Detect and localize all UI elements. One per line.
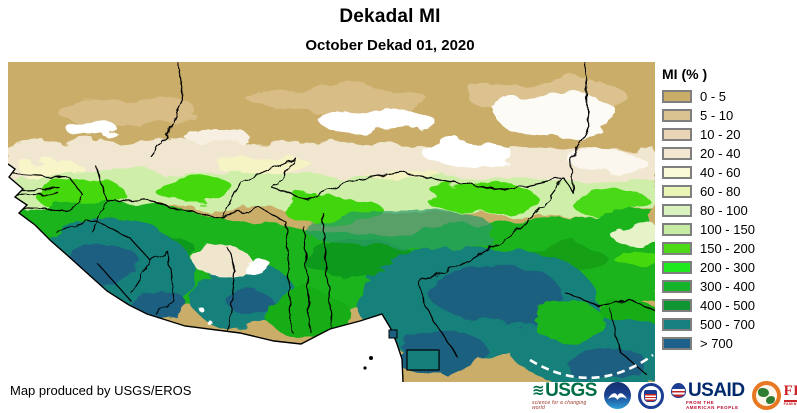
- legend-row: 10 - 20: [662, 125, 794, 144]
- legend-row: 150 - 200: [662, 239, 794, 258]
- legend-label: 40 - 60: [700, 165, 741, 180]
- noaa-seagull-icon: [607, 393, 627, 400]
- government-seal-icon: [637, 382, 664, 409]
- page-title: Dekadal MI: [339, 6, 441, 27]
- principe-island: [369, 356, 373, 360]
- usgs-wave-icon: ≋: [532, 381, 545, 399]
- coastline: [7, 163, 404, 383]
- legend-swatch: [662, 223, 692, 236]
- legend-swatch: [662, 109, 692, 122]
- legend-swatch: [662, 185, 692, 198]
- legend-label: 0 - 5: [700, 89, 727, 104]
- legend-label: 10 - 20: [700, 127, 741, 142]
- country-borders: [8, 62, 655, 375]
- legend-label: > 700: [700, 336, 733, 351]
- legend: MI (% ) 0 - 5 5 - 10 10 - 20 20 - 40 40 - 60…: [662, 66, 794, 353]
- usgs-logo: ≋ USGS science for a changing world: [532, 381, 597, 411]
- usaid-logo-text: USAID: [687, 379, 745, 401]
- legend-swatch: [662, 280, 692, 293]
- usgs-tagline: science for a changing world: [532, 399, 587, 411]
- legend-row: 60 - 80: [662, 182, 794, 201]
- fewsnet-tagline: FAMINE EARLY WARNING SYSTEMS NETWORK: [783, 402, 797, 407]
- legend-swatch: [662, 242, 692, 255]
- page-subtitle: October Dekad 01, 2020: [305, 37, 475, 54]
- legend-items: 0 - 5 5 - 10 10 - 20 20 - 40 40 - 60 60 - 80 8…: [662, 87, 794, 353]
- legend-label: 150 - 200: [700, 241, 755, 256]
- legend-label: 20 - 40: [700, 146, 741, 161]
- bioko-island: [388, 329, 398, 339]
- partner-logos: ≋ USGS science for a changing world USAID…: [532, 379, 797, 412]
- credit-text: Map produced by USGS/EROS: [10, 383, 192, 398]
- fewsnet-globe-icon: [751, 381, 781, 410]
- legend-row: 0 - 5: [662, 87, 794, 106]
- dashed-boundary-arc: [529, 353, 654, 380]
- usaid-tagline: FROM THE AMERICAN PEOPLE: [685, 400, 739, 410]
- legend-swatch: [662, 204, 692, 217]
- legend-row: 5 - 10: [662, 106, 794, 125]
- legend-row: 400 - 500: [662, 296, 794, 315]
- legend-swatch: [662, 90, 692, 103]
- legend-row: 200 - 300: [662, 258, 794, 277]
- equatorial-guinea-border: [406, 349, 440, 371]
- noaa-logo: [603, 382, 631, 409]
- fewsnet-logo-text: FEWS NET: [783, 383, 797, 400]
- legend-label: 500 - 700: [700, 317, 755, 332]
- usaid-logo: USAID FROM THE AMERICAN PEOPLE: [670, 379, 745, 411]
- legend-label: 200 - 300: [700, 260, 755, 275]
- legend-swatch: [662, 299, 692, 312]
- legend-title: MI (% ): [662, 66, 708, 82]
- legend-label: 400 - 500: [700, 298, 755, 313]
- header: Dekadal MI October Dekad 01, 2020: [0, 6, 780, 54]
- legend-swatch: [662, 147, 692, 160]
- legend-label: 5 - 10: [700, 108, 734, 123]
- usgs-logo-text: USGS: [545, 379, 597, 401]
- map-canvas: [7, 62, 655, 383]
- legend-swatch: [662, 128, 692, 141]
- legend-row: 500 - 700: [662, 315, 794, 334]
- moisture-index-map: [7, 62, 655, 383]
- sao-tome-island: [363, 366, 367, 370]
- legend-swatch: [662, 166, 692, 179]
- legend-label: 80 - 100: [700, 203, 748, 218]
- legend-swatch: [662, 318, 692, 331]
- legend-row: 100 - 150: [662, 220, 794, 239]
- fewsnet-logo: FEWS NET FAMINE EARLY WARNING SYSTEMS NE…: [751, 381, 797, 410]
- legend-row: > 700: [662, 334, 794, 353]
- legend-label: 100 - 150: [700, 222, 755, 237]
- legend-row: 20 - 40: [662, 144, 794, 163]
- legend-swatch: [662, 337, 692, 350]
- legend-label: 300 - 400: [700, 279, 755, 294]
- legend-label: 60 - 80: [700, 184, 741, 199]
- legend-swatch: [662, 261, 692, 274]
- legend-row: 300 - 400: [662, 277, 794, 296]
- moisture-raster-blobs: [8, 79, 655, 382]
- legend-row: 40 - 60: [662, 163, 794, 182]
- legend-row: 80 - 100: [662, 201, 794, 220]
- usaid-shield-icon: [670, 382, 686, 398]
